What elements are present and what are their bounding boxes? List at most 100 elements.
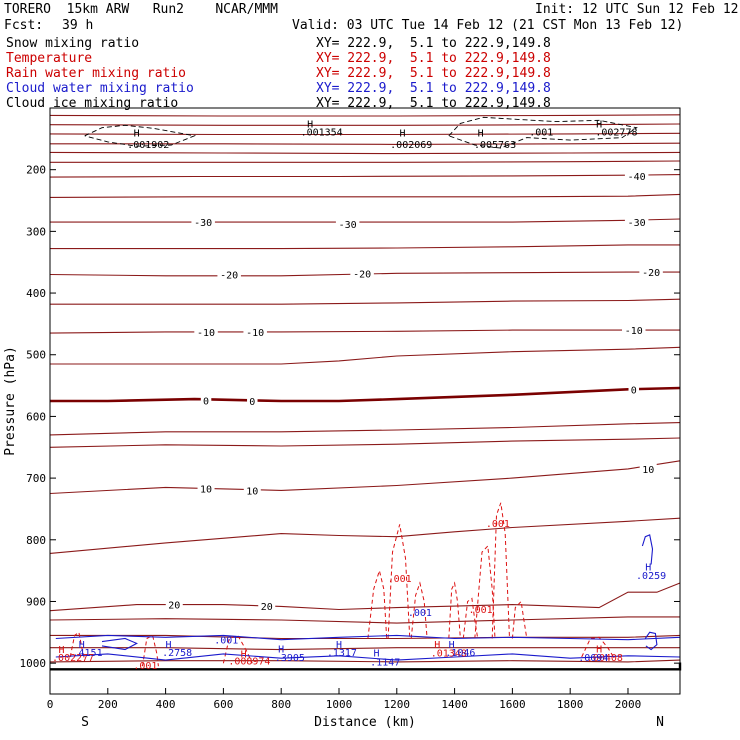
temp-label-bg-7 <box>194 325 218 338</box>
temp-label-15: 10 <box>642 465 654 476</box>
rain-contour-11 <box>581 636 614 658</box>
valid-time: Valid: 03 UTC Tue 14 Feb 12 (21 CST Mon … <box>292 18 684 33</box>
temp-label-bg-11 <box>247 395 258 407</box>
temp-label-3: -30 <box>628 218 646 229</box>
x-tick-label-200: 200 <box>98 698 118 711</box>
endpoint-right-label: N <box>656 715 664 730</box>
cloud-water-contour-0 <box>55 634 681 641</box>
temp-label-bg-10 <box>200 394 212 407</box>
temp-label-16: 20 <box>168 601 180 612</box>
cloud-label-4: .001 <box>214 636 238 647</box>
cloud-water-contour-3 <box>641 534 654 565</box>
cloud-label-14: H <box>645 562 651 573</box>
rain-label-6: H <box>241 649 247 660</box>
y-tick-label-700: 700 <box>26 472 46 485</box>
y-tick-label-400: 400 <box>26 287 46 300</box>
rain-contour-3 <box>448 581 461 639</box>
snow-label-9: H <box>596 119 602 130</box>
isotherm-2 <box>49 132 681 136</box>
rain-label-0: .001 <box>388 574 412 585</box>
temp-label-4: -20 <box>220 271 238 282</box>
snow-label-8: .001 <box>529 127 553 138</box>
snow-label-7: .005763 <box>474 140 516 151</box>
temp-label-11: 0 <box>249 397 255 408</box>
y-tick-label-1000: 1000 <box>20 657 47 670</box>
rain-layer <box>69 502 614 667</box>
forecast-label: Fcst: <box>4 18 44 33</box>
rain-contour-4 <box>462 597 479 639</box>
isotherm-5 <box>50 160 681 163</box>
x-tick-label-2000: 2000 <box>615 698 642 711</box>
rain-contour-1 <box>387 524 411 639</box>
rain-contour-7 <box>511 600 528 639</box>
rain-contour-6 <box>491 502 510 639</box>
rain-contour-10 <box>222 634 253 664</box>
temp-label-8: -10 <box>246 328 264 339</box>
cloud-label-3: .2758 <box>162 648 192 659</box>
cloud-label-15: .0259 <box>636 571 666 582</box>
cloud-label-2: H <box>165 640 171 651</box>
temp-label-9: -10 <box>625 326 643 337</box>
rain-contour-9 <box>142 634 159 667</box>
snow-label-2: H <box>307 119 313 130</box>
temp-label-bg-12 <box>628 383 640 396</box>
snow-contour-0 <box>84 124 197 147</box>
legend-cloud-ice-label: Cloud ice mixing ratio <box>6 96 179 111</box>
cloud-water-contour-1 <box>55 653 681 661</box>
x-tick-label-1000: 1000 <box>326 698 353 711</box>
contour-label-layer: -40 -30 -30 -30 -20 -20 -20 -10 -10 -10 0 0 0 10 10 10 2… <box>52 119 666 672</box>
cloud-label-8: .1317 <box>327 648 357 659</box>
y-tick-label-600: 600 <box>26 410 46 423</box>
isotherm-23 <box>49 659 681 663</box>
isotherm-10 <box>49 271 680 277</box>
isotherm-18 <box>49 517 681 554</box>
temp-label-bg-17 <box>258 599 276 612</box>
legend-temperature-xy: XY= 222.9, 5.1 to 222.9,149.8 <box>316 51 551 66</box>
isotherm-21 <box>50 634 681 640</box>
isotherm-22 <box>50 647 680 651</box>
temp-label-bg-0 <box>624 169 649 182</box>
snow-layer <box>84 116 638 149</box>
cloud-label-5: H <box>278 644 284 655</box>
isotherm-16 <box>49 437 681 448</box>
cloud-label-7: H <box>336 640 342 651</box>
temp-label-0: -40 <box>628 172 646 183</box>
temp-label-1: -30 <box>194 218 212 229</box>
legend-snow-label: Snow mixing ratio <box>6 36 140 51</box>
temp-label-13: 10 <box>200 485 212 496</box>
snow-label-3: .001354 <box>301 127 343 138</box>
cloud-label-6: .3905 <box>275 653 305 664</box>
init-time: Init: 12 UTC Sun 12 Feb 12 <box>535 2 739 17</box>
isotherm-19 <box>49 582 681 612</box>
isotherm-7 <box>49 193 681 198</box>
rain-label-9: .01348 <box>431 649 467 660</box>
legend-rain-xy: XY= 222.9, 5.1 to 222.9,149.8 <box>316 66 551 81</box>
y-tick-label-200: 200 <box>26 164 46 177</box>
x-tick-label-0: 0 <box>47 698 54 711</box>
isotherm-3 <box>50 142 681 145</box>
rain-label-4: H <box>59 645 65 656</box>
cloud-label-9: H <box>374 649 380 660</box>
legend-cloud-water-label: Cloud water mixing ratio <box>6 81 194 96</box>
temp-label-bg-9 <box>622 324 646 337</box>
snow-label-4: H <box>400 129 406 140</box>
legend-cloud-ice-xy: XY= 222.9, 5.1 to 222.9,149.8 <box>316 96 551 111</box>
y-tick-label-300: 300 <box>26 225 46 238</box>
snow-label-6: H <box>478 129 484 140</box>
rain-label-10: H <box>596 644 602 655</box>
rain-label-2: .001 <box>469 605 493 616</box>
snow-label-0: H <box>134 129 140 140</box>
isotherm-20 <box>49 616 680 624</box>
isotherm-14 <box>50 386 681 403</box>
legend-snow-xy: XY= 222.9, 5.1 to 222.9,149.8 <box>316 36 551 51</box>
temp-label-bg-5 <box>350 267 374 280</box>
cloud-label-11: .001 <box>408 608 432 619</box>
axes-layer: 0 200 400 600 800 1000 1200 1400 1600 1800 2000200… <box>20 164 680 711</box>
temp-label-bg-4 <box>217 268 241 281</box>
forecast-hours: 39 h <box>62 18 94 33</box>
temp-label-bg-16 <box>165 598 183 611</box>
temp-label-bg-8 <box>243 325 267 338</box>
isotherm-8 <box>50 218 681 223</box>
temp-label-5: -20 <box>353 269 371 280</box>
